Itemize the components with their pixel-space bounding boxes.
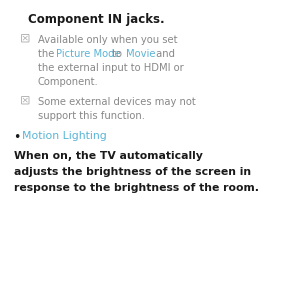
Text: support this function.: support this function. [38, 111, 145, 121]
Text: •: • [13, 131, 20, 144]
Text: and: and [153, 49, 175, 59]
Text: the: the [38, 49, 58, 59]
Text: Movie: Movie [126, 49, 155, 59]
Text: the external input to HDMI or: the external input to HDMI or [38, 63, 184, 73]
Text: Some external devices may not: Some external devices may not [38, 97, 196, 107]
Text: to: to [109, 49, 125, 59]
Text: Component.: Component. [38, 77, 99, 87]
Text: response to the brightness of the room.: response to the brightness of the room. [14, 183, 259, 193]
Text: adjusts the brightness of the screen in: adjusts the brightness of the screen in [14, 167, 251, 177]
Text: Component IN jacks.: Component IN jacks. [28, 13, 165, 26]
Text: Motion Lighting: Motion Lighting [22, 131, 107, 141]
Text: When on, the TV automatically: When on, the TV automatically [14, 151, 203, 161]
Text: Picture Mode: Picture Mode [56, 49, 121, 59]
Text: Available only when you set: Available only when you set [38, 35, 178, 45]
